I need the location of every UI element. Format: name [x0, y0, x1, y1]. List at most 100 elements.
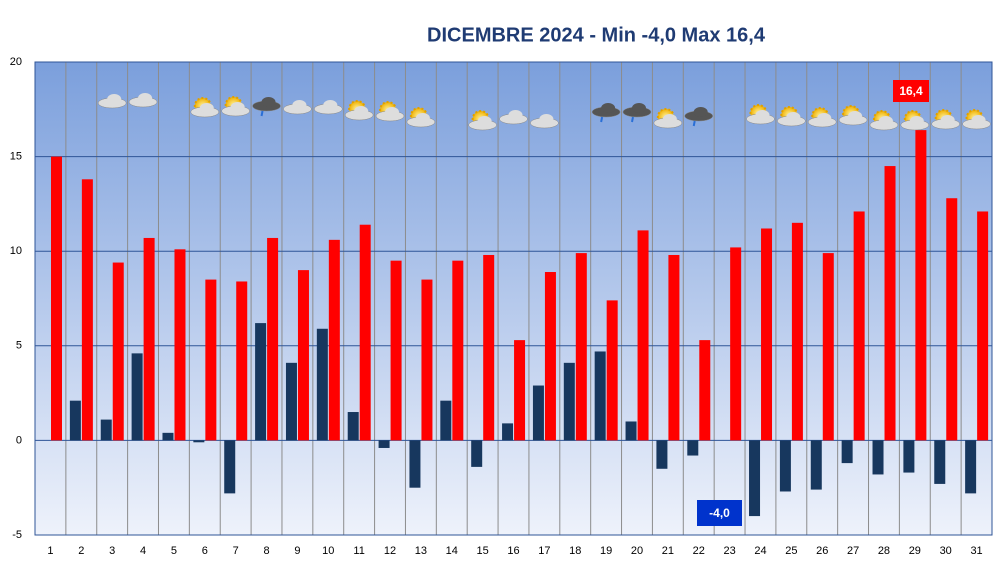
icon-cloud: [508, 110, 523, 120]
icon-cloud: [940, 115, 955, 125]
x-tick-label: 22: [693, 545, 705, 557]
y-tick-label: -5: [12, 529, 22, 541]
icon-cloud: [848, 111, 863, 121]
icon-cloud: [230, 102, 245, 112]
bar: [575, 253, 587, 441]
icon-rain: [600, 116, 604, 123]
bar: [872, 440, 884, 475]
bar: [668, 254, 680, 441]
icon-cloud: [323, 100, 338, 110]
bar: [440, 400, 452, 441]
icon-cloud: [199, 103, 214, 113]
bar: [69, 400, 81, 441]
bar: [471, 440, 483, 467]
bar: [656, 440, 668, 469]
x-tick-label: 14: [446, 545, 458, 557]
icon-cloud: [971, 115, 986, 125]
bar: [977, 211, 989, 441]
icon-cloud: [662, 114, 677, 124]
bar: [965, 440, 977, 494]
bar: [378, 440, 390, 448]
bar: [483, 254, 495, 441]
bar: [730, 247, 742, 441]
x-tick-label: 16: [507, 545, 519, 557]
y-tick-label: 5: [16, 340, 22, 352]
bar: [255, 323, 267, 441]
x-tick-label: 28: [878, 545, 890, 557]
data-label: 16,4: [899, 84, 923, 98]
bar: [421, 279, 433, 441]
bar: [224, 440, 236, 494]
bar: [903, 440, 915, 473]
plot-border: [34, 61, 993, 536]
bar: [409, 440, 421, 488]
bar: [761, 228, 773, 441]
bar: [267, 237, 279, 441]
icon-cloud: [909, 116, 924, 126]
bar: [131, 353, 143, 441]
icon-rain: [631, 116, 634, 123]
bar: [359, 224, 371, 441]
icon-cloud: [261, 97, 276, 107]
icon-cloud: [415, 113, 430, 123]
bar: [606, 300, 618, 441]
bar: [749, 440, 761, 517]
bar: [81, 179, 93, 441]
x-tick-label: 23: [723, 545, 735, 557]
bar: [934, 440, 946, 484]
icon-cloud: [138, 93, 153, 103]
data-label-box: [697, 500, 742, 526]
icon-cloud: [786, 112, 801, 122]
icon-cloud: [107, 94, 122, 104]
bar: [143, 237, 155, 441]
y-tick-label: 10: [10, 245, 22, 257]
bar: [779, 440, 791, 492]
icon-cloud: [693, 107, 708, 117]
data-label-box: [893, 80, 929, 102]
icon-cloud: [385, 107, 400, 117]
bar: [594, 351, 606, 441]
bar: [316, 328, 328, 441]
x-tick-label: 10: [322, 545, 334, 557]
x-tick-label: 21: [662, 545, 674, 557]
bar: [297, 270, 309, 441]
bar: [544, 272, 556, 441]
x-tick-label: 2: [78, 545, 84, 557]
bar: [193, 440, 205, 443]
bar: [174, 249, 186, 441]
icon-rain: [260, 110, 264, 117]
icon-cloud: [354, 106, 369, 116]
x-tick-label: 3: [109, 545, 115, 557]
bar: [205, 279, 217, 441]
icon-rain: [692, 120, 696, 127]
bar: [532, 385, 544, 441]
bar: [810, 440, 822, 490]
bar: [162, 432, 174, 441]
bar: [946, 198, 958, 441]
x-tick-label: 27: [847, 545, 859, 557]
bar: [390, 260, 402, 441]
bar: [328, 239, 340, 441]
x-tick-label: 4: [140, 545, 146, 557]
bar: [884, 166, 896, 441]
x-tick-label: 24: [754, 545, 766, 557]
x-tick-label: 25: [785, 545, 797, 557]
x-tick-label: 30: [940, 545, 952, 557]
x-tick-label: 8: [263, 545, 269, 557]
x-tick-label: 15: [477, 545, 489, 557]
x-tick-label: 18: [569, 545, 581, 557]
bar: [236, 281, 248, 441]
x-tick-label: 7: [233, 545, 239, 557]
bar: [637, 230, 649, 441]
x-tick-label: 19: [600, 545, 612, 557]
x-tick-label: 26: [816, 545, 828, 557]
icon-cloud: [477, 116, 492, 126]
chart-title: DICEMBRE 2024 - Min -4,0 Max 16,4: [427, 24, 766, 46]
bar: [699, 340, 711, 441]
x-tick-label: 6: [202, 545, 208, 557]
icon-cloud: [817, 113, 832, 123]
bar: [347, 412, 359, 441]
bar: [502, 423, 514, 441]
x-tick-label: 17: [538, 545, 550, 557]
